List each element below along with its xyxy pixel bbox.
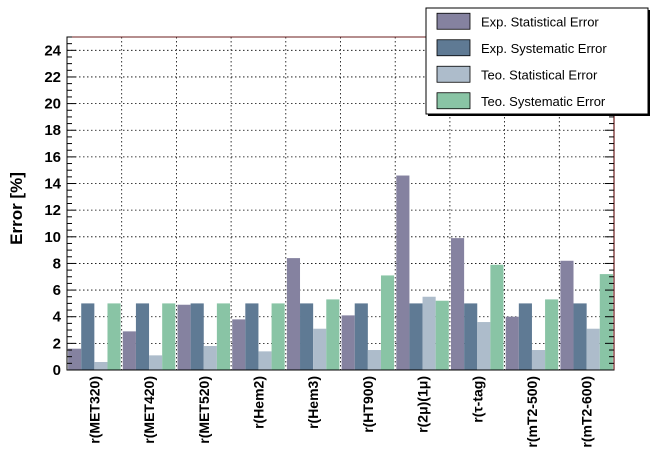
bar [477,322,491,370]
legend-entry: Exp. Statistical Error [481,14,599,29]
y-tick-label: 12 [44,202,61,219]
bar [409,303,423,370]
y-tick-label: 18 [44,122,61,139]
bar [232,319,246,370]
bar [177,304,191,370]
bar [464,303,478,370]
y-tick-label: 16 [44,149,61,166]
x-tick-label: r(MET520) [196,376,212,444]
y-tick-label: 14 [44,176,61,193]
legend-swatch [436,12,471,30]
bar [367,350,381,370]
bar [531,350,546,370]
legend-entry: Exp. Systematic Error [481,41,607,56]
bar [300,303,314,370]
bars [68,175,613,370]
legend-entry: Teo. Statistical Error [481,67,598,82]
bar [380,275,395,370]
x-tick-label: r(mT2-600) [579,376,595,448]
legend-entry: Teo. Systematic Error [481,94,606,109]
grid-lines [67,37,614,370]
legend-swatch [436,92,471,110]
bar [354,303,368,370]
bar [435,300,449,370]
bar [258,351,272,370]
bar [162,303,176,370]
x-tick-label: r(Hem3) [305,376,321,429]
bar [271,303,285,370]
bar [286,258,301,370]
y-tick-label: 24 [44,42,61,59]
bar [122,331,136,370]
y-tick-label: 8 [53,255,61,272]
bar [313,328,327,370]
legend-swatch [436,65,471,83]
y-tick-label: 10 [44,229,61,246]
bar [422,296,436,370]
bar [505,316,519,370]
bar [599,274,613,370]
bar [490,264,504,370]
x-tick-label: r(Hem2) [250,376,266,429]
bar [245,303,259,370]
y-tick-label: 0 [53,362,61,379]
x-tick-label: r(HT900) [360,376,376,433]
bar [94,362,108,370]
y-tick-label: 4 [53,309,62,326]
bar [203,346,217,370]
bar [149,355,163,370]
bar [341,315,355,370]
y-tick-label: 6 [53,282,61,299]
bar [450,238,465,370]
x-tick-label: r(2μ)(1μ) [415,376,431,433]
bar [81,303,95,370]
x-tick-label: r(MET320) [86,376,102,444]
x-axis: r(MET320) r(MET420) r(MET520) r(Hem2) r(Hem3… [86,376,594,448]
bar [586,328,600,370]
y-tick-label: 22 [44,69,61,86]
bar [216,303,231,370]
bar [545,299,559,370]
bar [107,303,121,370]
bar [560,260,574,370]
y-tick-label: 2 [53,335,61,352]
x-tick-label: r(mT2-500) [524,376,540,448]
bar [573,303,587,370]
y-axis-title: Error [%] [7,172,26,245]
bar [396,175,410,370]
bar [190,303,204,370]
legend-swatch [436,39,471,57]
x-tick-label: r(τ-tag) [469,376,485,423]
legend: Exp. Statistical Error Exp. Systematic Er… [425,7,650,116]
bar [68,348,82,370]
bar [518,303,532,370]
y-tick-label: 20 [44,96,61,113]
bar [326,299,340,370]
bar [135,303,150,370]
x-tick-label: r(MET420) [141,376,157,444]
